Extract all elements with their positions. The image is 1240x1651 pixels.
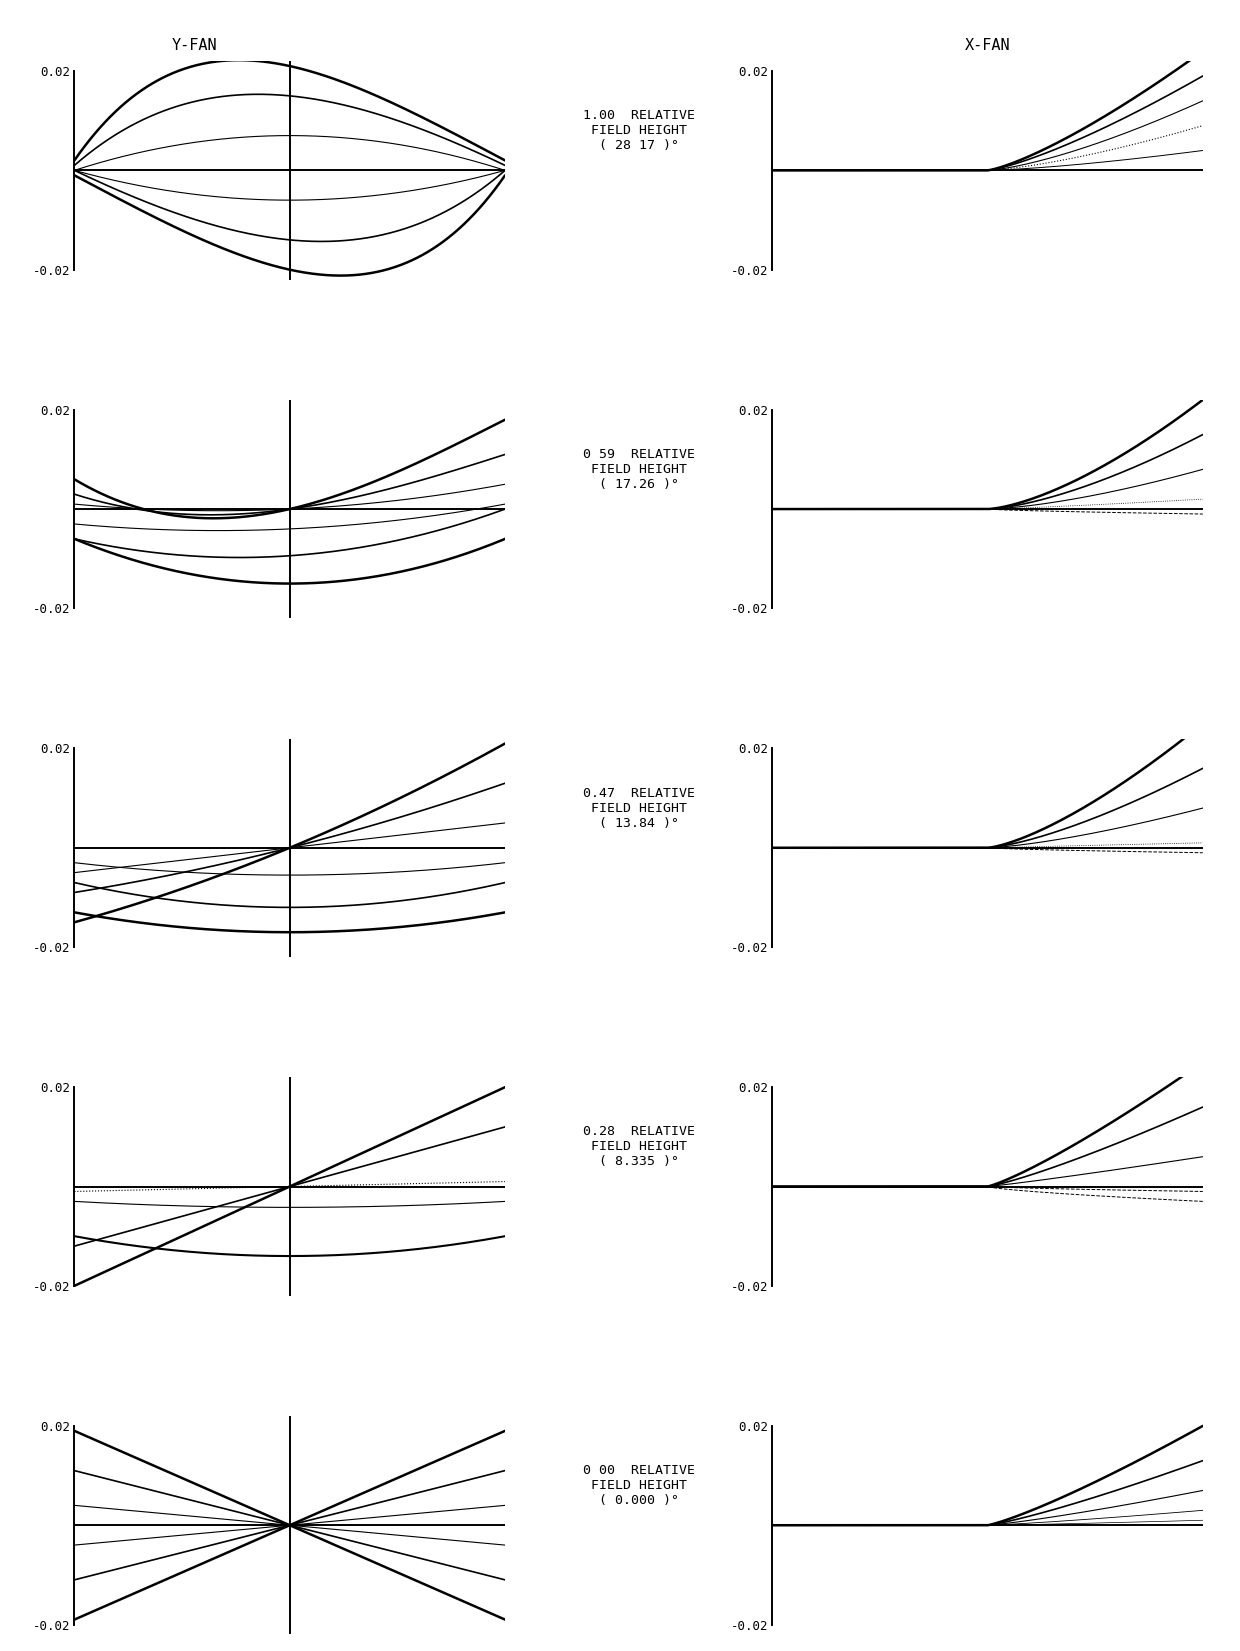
Text: Y-FAN: Y-FAN [172,38,218,53]
Text: X-FAN: X-FAN [965,38,1011,53]
Text: 1.00  RELATIVE
FIELD HEIGHT
( 28 17 )°: 1.00 RELATIVE FIELD HEIGHT ( 28 17 )° [583,109,694,152]
Text: 0.47  RELATIVE
FIELD HEIGHT
( 13.84 )°: 0.47 RELATIVE FIELD HEIGHT ( 13.84 )° [583,786,694,829]
Text: 0 59  RELATIVE
FIELD HEIGHT
( 17.26 )°: 0 59 RELATIVE FIELD HEIGHT ( 17.26 )° [583,447,694,490]
Text: 0 00  RELATIVE
FIELD HEIGHT
( 0.000 )°: 0 00 RELATIVE FIELD HEIGHT ( 0.000 )° [583,1464,694,1507]
Text: 0.28  RELATIVE
FIELD HEIGHT
( 8.335 )°: 0.28 RELATIVE FIELD HEIGHT ( 8.335 )° [583,1126,694,1169]
